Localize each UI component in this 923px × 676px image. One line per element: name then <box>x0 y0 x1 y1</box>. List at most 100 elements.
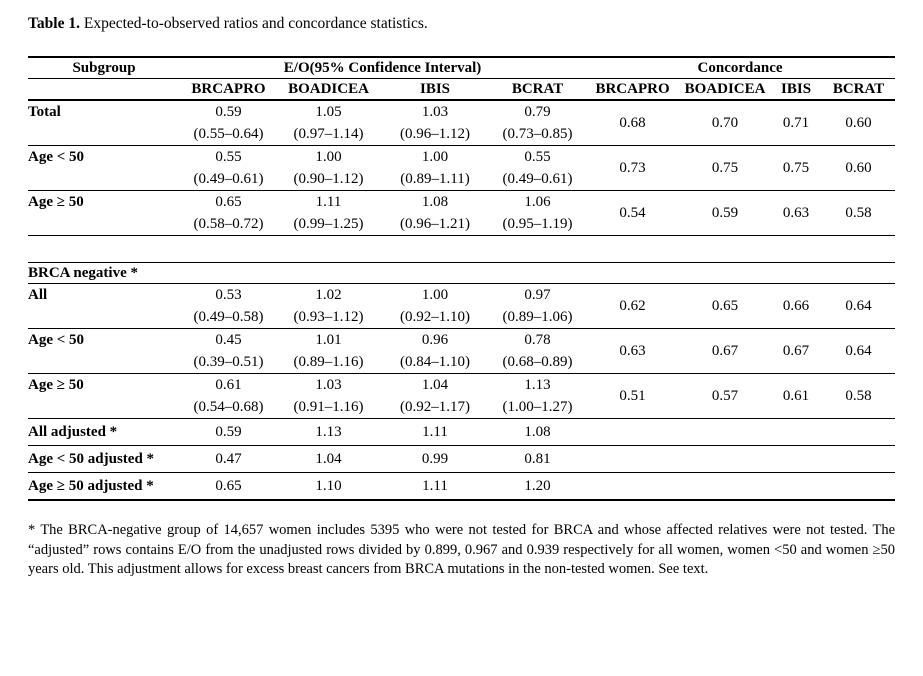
concordance-cell: 0.61 <box>770 373 823 419</box>
ci-value: (0.92–1.10) <box>400 309 470 325</box>
eo-value: 0.53 <box>215 287 242 303</box>
spacer-cell <box>28 236 895 263</box>
eo-value: 1.00 <box>315 149 342 165</box>
eo-value: 1.01 <box>315 332 342 348</box>
group-header-row: Subgroup E/O(95% Confidence Interval) Co… <box>28 57 896 79</box>
eo-ci-cell: 1.03 (0.91–1.16) <box>277 373 380 419</box>
eo-value: 1.04 <box>421 377 449 393</box>
concordance-cell: 0.54 <box>585 190 681 236</box>
col-header-eo-ci: E/O(95% Confidence Interval) <box>180 57 586 79</box>
empty-cell <box>585 473 680 501</box>
ci-value: (0.49–0.61) <box>193 171 264 187</box>
concordance-cell: 0.64 <box>822 283 896 329</box>
eo-ci-cell: 0.45 (0.39–0.51) <box>180 328 277 374</box>
model-header-eo-bcrat: BCRAT <box>490 78 586 101</box>
eo-ci-cell: 1.08 (0.96–1.21) <box>380 190 490 236</box>
concordance-cell: 0.60 <box>822 100 896 146</box>
concordance-cell: 0.67 <box>770 328 823 374</box>
eo-value: 1.13 <box>524 377 551 393</box>
eo-value: 0.59 <box>215 104 242 120</box>
ci-value: (0.96–1.12) <box>400 126 470 142</box>
concordance-cell: 0.64 <box>822 328 896 374</box>
ci-value: (0.96–1.21) <box>400 216 470 232</box>
eo-value: 0.55 <box>524 149 551 165</box>
eo-value-cell: 1.04 <box>277 445 380 473</box>
row-brca-neg-age-lt-50: Age < 50 0.45 (0.39–0.51) 1.01 (0.89–1.1… <box>28 328 896 374</box>
ci-value: (0.90–1.12) <box>293 171 364 187</box>
eo-value-cell: 0.59 <box>180 418 277 446</box>
eo-value-cell: 0.99 <box>380 445 490 473</box>
eo-ci-cell: 1.06 (0.95–1.19) <box>490 190 586 236</box>
eo-value-cell: 1.08 <box>490 418 586 446</box>
table-caption: Table 1. Expected-to-observed ratios and… <box>28 14 895 34</box>
concordance-cell: 0.75 <box>680 145 771 191</box>
row-label: Age < 50 <box>28 328 180 374</box>
eo-ci-cell: 0.59 (0.55–0.64) <box>180 100 277 146</box>
row-total: Total 0.59 (0.55–0.64) 1.05 (0.97–1.14) … <box>28 100 896 146</box>
eo-ci-cell: 1.00 (0.92–1.10) <box>380 283 490 329</box>
eo-ci-cell: 1.00 (0.89–1.11) <box>380 145 490 191</box>
eo-value-cell: 1.11 <box>422 477 448 494</box>
eo-ci-cell: 0.79 (0.73–0.85) <box>490 100 586 146</box>
ci-value: (0.92–1.17) <box>400 399 470 415</box>
eo-value-cell: 1.13 <box>277 418 380 446</box>
eo-value: 1.08 <box>421 194 449 210</box>
row-label: Total <box>28 100 180 146</box>
section-header-label: BRCA negative * <box>28 262 896 284</box>
row-all: All 0.53 (0.49–0.58) 1.02 (0.93–1.12) 1.… <box>28 283 896 329</box>
empty-cell <box>585 445 681 473</box>
model-header-eo-brcapro: BRCAPRO <box>180 78 277 101</box>
eo-value-cell: 0.81 <box>490 445 586 473</box>
row-label: Age < 50 adjusted * <box>28 445 180 473</box>
col-header-subgroup: Subgroup <box>28 57 180 79</box>
eo-value-cell: 1.20 <box>524 477 551 494</box>
ci-value: (0.49–0.58) <box>193 309 264 325</box>
row-all-adjusted: All adjusted * 0.59 1.13 1.11 1.08 <box>28 418 896 446</box>
eo-ci-cell: 1.03 (0.96–1.12) <box>380 100 490 146</box>
ci-value: (0.55–0.64) <box>193 126 264 142</box>
ci-value: (0.89–1.11) <box>400 171 470 187</box>
model-header-conc-ibis: IBIS <box>770 78 823 101</box>
eo-ci-cell: 1.04 (0.92–1.17) <box>380 373 490 419</box>
eo-value: 0.96 <box>421 332 449 348</box>
eo-ci-cell: 0.97 (0.89–1.06) <box>490 283 586 329</box>
eo-value-cell: 0.65 <box>215 477 242 494</box>
eo-value: 0.65 <box>215 194 242 210</box>
section-header-row-brca-negative: BRCA negative * <box>28 262 896 284</box>
empty-cell <box>770 473 822 501</box>
statistics-table: Subgroup E/O(95% Confidence Interval) Co… <box>28 56 896 501</box>
model-header-eo-ibis: IBIS <box>380 78 490 101</box>
eo-ci-cell: 0.55 (0.49–0.61) <box>490 145 586 191</box>
eo-value: 1.11 <box>315 194 342 210</box>
empty-cell <box>770 445 823 473</box>
table-caption-text: Expected-to-observed ratios and concorda… <box>83 15 428 32</box>
model-header-conc-bcrat: BCRAT <box>822 78 896 101</box>
eo-ci-cell: 0.53 (0.49–0.58) <box>180 283 277 329</box>
concordance-cell: 0.71 <box>770 100 823 146</box>
eo-ci-cell: 0.55 (0.49–0.61) <box>180 145 277 191</box>
ci-value: (0.73–0.85) <box>502 126 573 142</box>
concordance-cell: 0.57 <box>680 373 771 419</box>
concordance-cell: 0.59 <box>680 190 771 236</box>
eo-value: 1.03 <box>421 104 449 120</box>
concordance-cell: 0.58 <box>822 190 896 236</box>
concordance-cell: 0.60 <box>822 145 896 191</box>
ci-value: (0.84–1.10) <box>400 354 470 370</box>
ci-value: (0.95–1.19) <box>502 216 573 232</box>
model-header-eo-boadicea: BOADICEA <box>277 78 380 101</box>
eo-ci-cell: 0.65 (0.58–0.72) <box>180 190 277 236</box>
row-label: Age ≥ 50 <box>28 190 180 236</box>
eo-value: 1.06 <box>524 194 551 210</box>
row-label: Age ≥ 50 <box>28 373 180 419</box>
eo-value: 0.97 <box>524 287 551 303</box>
eo-value: 0.55 <box>215 149 242 165</box>
empty-cell <box>680 445 771 473</box>
concordance-cell: 0.58 <box>822 373 896 419</box>
ci-value: (0.68–0.89) <box>502 354 573 370</box>
empty-cell <box>680 418 771 446</box>
paper-page: Table 1. Expected-to-observed ratios and… <box>28 14 896 577</box>
empty-cell <box>822 473 895 501</box>
eo-ci-cell: 1.01 (0.89–1.16) <box>277 328 380 374</box>
eo-ci-cell: 0.78 (0.68–0.89) <box>490 328 586 374</box>
row-brca-neg-age-ge-50: Age ≥ 50 0.61 (0.54–0.68) 1.03 (0.91–1.1… <box>28 373 896 419</box>
